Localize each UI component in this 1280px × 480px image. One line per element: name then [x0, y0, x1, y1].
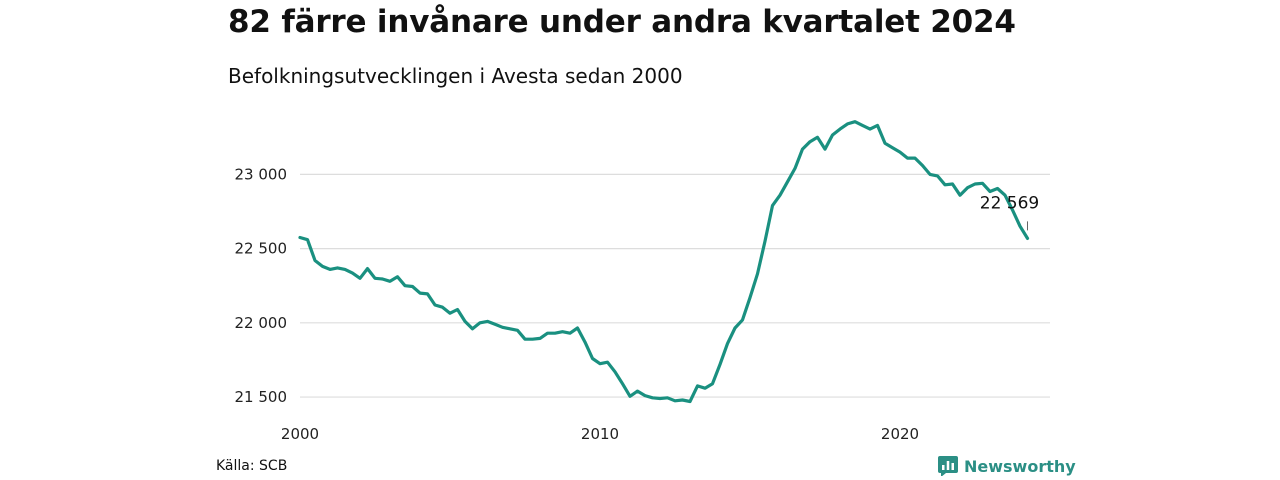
brand-logo: Newsworthy: [938, 456, 1076, 476]
x-tick-label: 2000: [281, 425, 319, 443]
source-label: Källa: SCB: [216, 458, 288, 474]
x-tick-label: 2020: [881, 425, 919, 443]
y-tick-label: 22 500: [235, 240, 288, 258]
y-tick-label: 21 500: [235, 388, 288, 406]
y-tick-label: 23 000: [235, 165, 288, 183]
x-tick-label: 2010: [581, 425, 619, 443]
series-line: [298, 120, 1030, 404]
bar-chart-icon: [938, 456, 958, 476]
chart-subtitle: Befolkningsutvecklingen i Avesta sedan 2…: [228, 64, 683, 88]
last-value-label: 22 569: [980, 193, 1039, 213]
chart-title: 82 färre invånare under andra kvartalet …: [228, 4, 1016, 40]
y-tick-label: 22 000: [235, 314, 288, 332]
brand-name: Newsworthy: [964, 456, 1076, 476]
